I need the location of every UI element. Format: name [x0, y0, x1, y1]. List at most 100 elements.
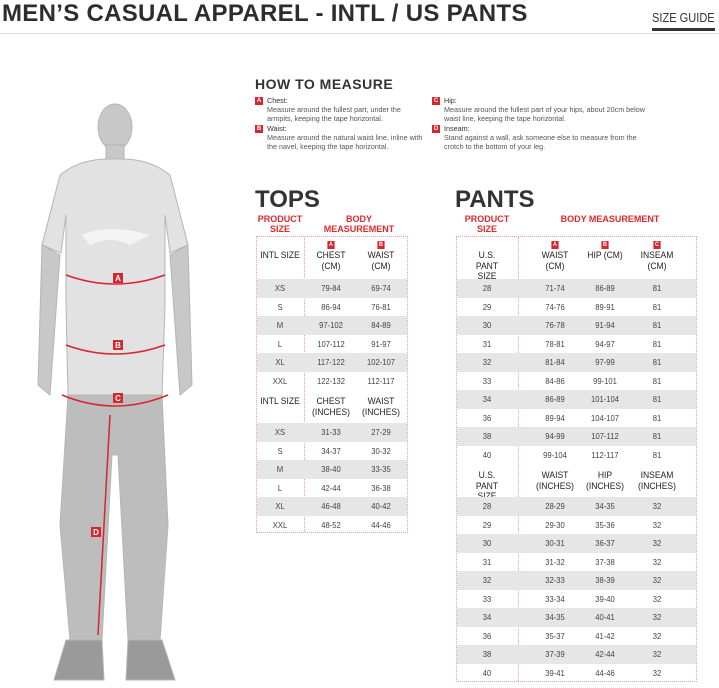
- letter-badge: B: [377, 241, 385, 249]
- measure-text: Measure around the fullest part, under t…: [267, 105, 401, 124]
- measure-text: Measure around the fullest part of your …: [444, 105, 645, 124]
- size-cell: L: [277, 338, 283, 349]
- measurement-cell: 86-89: [545, 394, 565, 404]
- measurement-cell: 32: [652, 575, 662, 585]
- measurement-cell: 91-97: [371, 338, 391, 349]
- size-cell: 31: [482, 556, 492, 567]
- column-header: A WAIST (CM): [533, 241, 576, 272]
- measurement-cell: 35-36: [595, 519, 615, 530]
- measurement-cell: 32: [652, 667, 662, 678]
- header-text: U.S. PANT SIZE: [475, 470, 499, 501]
- measurement-cell: 36-37: [595, 538, 615, 548]
- inseam-line: [97, 414, 111, 636]
- measurement-cell: 81: [652, 357, 662, 367]
- measurement-cell: 31-33: [321, 427, 341, 437]
- column-header: B HIP (CM): [583, 241, 626, 262]
- table-row: XS 79-84 69-74: [257, 279, 407, 298]
- measurement-cell: 44-46: [595, 667, 615, 678]
- size-cell: M: [276, 464, 284, 474]
- header-text: HIP (INCHES): [585, 470, 624, 492]
- size-cell: 33: [482, 593, 492, 604]
- measurement-cell: 74-76: [545, 301, 565, 312]
- size-cell: 28: [482, 501, 492, 511]
- letter-badge: D: [432, 125, 440, 134]
- letter-badge: A: [255, 97, 263, 106]
- tops-product-size: PRODUCT SIZE: [257, 214, 303, 234]
- column-header: HIP (INCHES): [583, 470, 626, 492]
- letter-badge: B: [601, 241, 609, 249]
- measure-label: Hip:: [444, 96, 457, 105]
- measurement-cell: 34-37: [321, 445, 341, 456]
- model-silhouette: [37, 103, 193, 681]
- measurement-cell: 117-122: [317, 357, 345, 367]
- measurement-cell: 86-89: [595, 283, 615, 293]
- divider: [0, 33, 719, 34]
- measurement-cell: 91-94: [595, 320, 615, 330]
- measurement-cell: 99-104: [543, 449, 567, 460]
- letter-badge: C: [653, 241, 661, 249]
- model-figure: A B C D: [37, 103, 193, 681]
- size-cell: 32: [482, 357, 492, 367]
- table-row: 40 99-104 112-117 81: [457, 446, 696, 465]
- header-text: INSEAM (CM): [640, 250, 674, 272]
- marker-a: A: [115, 274, 121, 283]
- column-header: INTL SIZE: [260, 396, 300, 408]
- letter-badge: A: [551, 241, 559, 249]
- measure-item-waist: B Waist: Measure around the natural waist …: [255, 124, 427, 151]
- size-cell: 33: [482, 375, 492, 386]
- measurement-cell: 81-84: [545, 357, 565, 367]
- measure-label: Waist:: [267, 124, 287, 133]
- pants-body-measurement: BODY MEASUREMENT: [560, 214, 660, 224]
- size-cell: M: [276, 320, 284, 330]
- header-text: WAIST (INCHES): [361, 396, 400, 418]
- table-row: 29 74-76 89-91 81: [457, 298, 696, 317]
- measurement-cell: 39-41: [545, 667, 565, 678]
- pants-product-size: PRODUCT SIZE: [464, 214, 510, 234]
- measurement-cell: 27-29: [371, 427, 391, 437]
- measurement-cell: 107-112: [317, 338, 345, 349]
- measurement-cell: 32: [652, 593, 662, 604]
- header-text: INTL SIZE: [260, 250, 300, 261]
- table-row: 33 84-86 99-101 81: [457, 372, 696, 391]
- measurement-cell: 46-48: [321, 501, 341, 511]
- measurement-cell: 102-107: [366, 357, 396, 367]
- table-row: 36 89-94 104-107 81: [457, 409, 696, 428]
- measurement-cell: 42-44: [321, 482, 341, 493]
- size-cell: XL: [275, 357, 285, 367]
- measurement-cell: 76-81: [371, 301, 391, 312]
- measurement-cell: 39-40: [595, 593, 615, 604]
- pants-size-table: U.S. PANT SIZE A WAIST (CM) B HIP (CM) C INSEA…: [456, 236, 697, 682]
- measurement-cell: 101-104: [590, 394, 620, 404]
- measurement-cell: 32: [652, 630, 662, 641]
- measurement-cell: 30-32: [371, 445, 391, 456]
- measurement-cell: 30-31: [545, 538, 565, 548]
- measurement-cell: 112-117: [367, 375, 395, 386]
- measure-lines: [61, 274, 169, 636]
- measurement-cell: 32-33: [545, 575, 565, 585]
- letter-badge: A: [327, 241, 335, 249]
- column-header: CHEST (INCHES): [309, 396, 352, 418]
- measure-item-chest: A Chest: Measure around the fullest part, …: [255, 96, 427, 123]
- size-cell: 30: [482, 320, 492, 330]
- column-divider: [304, 237, 305, 532]
- table-row: XXL 122-132 112-117: [257, 372, 407, 391]
- header-text: CHEST (CM): [316, 250, 346, 272]
- letter-badge: C: [432, 97, 440, 106]
- measurement-cell: 34-35: [545, 612, 565, 622]
- measurement-cell: 81: [652, 394, 662, 404]
- measurement-cell: 29-30: [545, 519, 565, 530]
- tops-size-table: INTL SIZE A CHEST (CM) B WAIST (CM) XS 79-84 69…: [256, 236, 408, 533]
- measurement-cell: 37-39: [545, 649, 565, 659]
- size-cell: 31: [482, 338, 492, 349]
- measurement-cell: 81: [652, 320, 662, 330]
- table-row: 28 28-29 34-35 32: [457, 497, 696, 516]
- size-guide-label: SIZE GUIDE: [652, 10, 715, 31]
- measurement-cell: 48-52: [321, 519, 341, 530]
- measurement-cell: 81: [652, 301, 662, 312]
- measurement-cell: 97-99: [595, 357, 615, 367]
- measurement-cell: 81: [652, 431, 662, 441]
- size-cell: 36: [482, 630, 492, 641]
- marker-d: D: [93, 528, 99, 537]
- measurement-cell: 38-40: [321, 464, 341, 474]
- table-row: M 97-102 84-89: [257, 316, 407, 335]
